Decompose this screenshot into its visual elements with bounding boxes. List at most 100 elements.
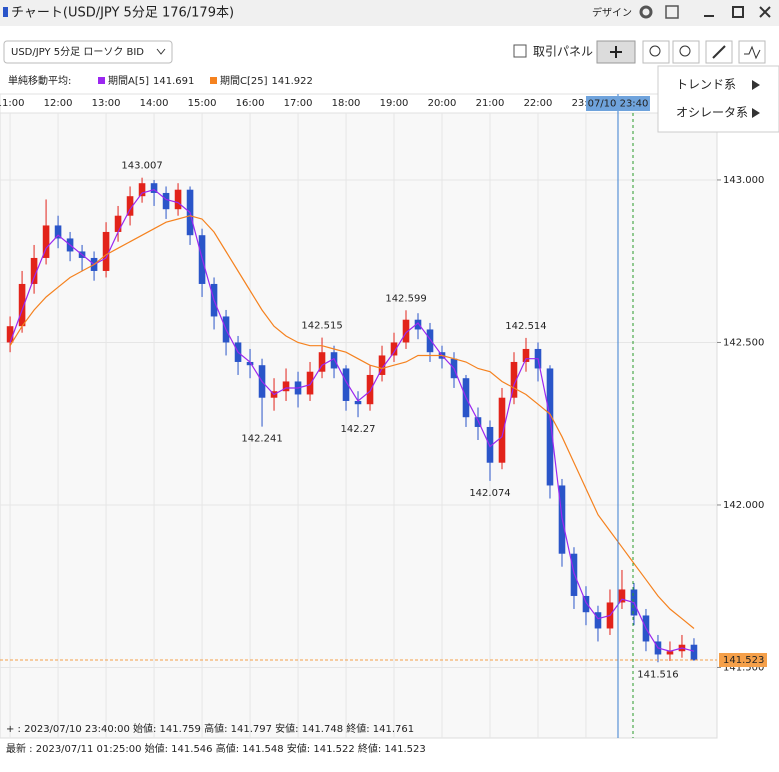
x-tick-label: 15:00 <box>188 98 217 109</box>
candle-body <box>690 644 698 660</box>
submenu-arrow <box>752 108 760 118</box>
candle-body <box>306 371 314 395</box>
close-button[interactable] <box>759 6 771 18</box>
candle-body <box>618 589 626 603</box>
settings-icon[interactable] <box>639 5 653 19</box>
symbol-dropdown[interactable] <box>3 40 173 64</box>
trade-panel-label: 取引パネル <box>533 45 593 59</box>
dropdown-arrow <box>156 48 166 55</box>
candle-body <box>282 381 290 392</box>
candle-body <box>174 189 182 210</box>
x-tick-label: 14:00 <box>140 98 169 109</box>
candle-body <box>138 183 146 197</box>
legend-value: 141.691 <box>153 76 194 87</box>
pencil-icon <box>712 45 726 59</box>
submenu-arrow <box>752 80 760 90</box>
candle-body <box>354 400 362 405</box>
extreme-label: 142.074 <box>469 488 510 499</box>
legend-value: 141.922 <box>272 76 313 87</box>
x-tick-label: 16:00 <box>236 98 265 109</box>
indicator-icon <box>744 45 761 60</box>
candle-body <box>570 553 578 596</box>
y-tick-label: 142.500 <box>723 337 764 348</box>
plot-layer: 11:00 12:00 13:00 14:00 15:00 16:00 17:00 18:00… <box>0 74 767 738</box>
x-tick-label: 12:00 <box>44 98 73 109</box>
window-icon <box>3 7 8 17</box>
menu-item[interactable]: トレンド系 <box>676 78 736 92</box>
candle-body <box>582 595 590 613</box>
candle-body <box>162 192 170 210</box>
candle-body <box>150 183 158 193</box>
candle-body <box>666 651 674 655</box>
candle-body <box>30 257 38 284</box>
zoom-in[interactable] <box>642 40 670 64</box>
x-tick-label: 23:00 <box>572 98 601 109</box>
latest-info: 最新 : 2023/07/11 01:25:00 始値: 141.546 高値:… <box>6 742 426 755</box>
legend-name: 期間C[25] <box>220 75 268 87</box>
candle-body <box>18 283 26 327</box>
layout-button[interactable] <box>665 5 679 19</box>
candle-body <box>126 196 134 216</box>
trade-panel-checkbox[interactable] <box>513 44 527 58</box>
legend-title: 単純移動平均: <box>8 74 71 87</box>
indicator-menu <box>657 65 779 133</box>
candle-body <box>342 368 350 401</box>
candle-body <box>6 326 14 343</box>
ma-line <box>9 215 695 629</box>
candle-body <box>42 225 50 258</box>
candle-body <box>390 342 398 356</box>
candle-body <box>414 319 422 330</box>
candle-body <box>402 319 410 343</box>
candle-body <box>510 361 518 398</box>
candle-body <box>522 348 530 362</box>
menu-item[interactable]: オシレータ系 <box>676 106 748 120</box>
x-tick-label: 22:00 <box>524 98 553 109</box>
extreme-label: 142.515 <box>301 321 342 332</box>
window-title: チャート(USD/JPY 5分足 176/179本) <box>11 6 234 21</box>
candle-body <box>486 426 494 463</box>
candle-body <box>54 225 62 239</box>
candle-body <box>594 612 602 629</box>
candle-body <box>546 368 554 486</box>
design-button[interactable]: デザイン <box>592 6 632 19</box>
title-bar <box>0 0 779 26</box>
y-tick-label: 141.500 <box>723 662 764 673</box>
candle-body <box>498 397 506 463</box>
candle-body <box>330 352 338 369</box>
x-tick-label: 17:00 <box>284 98 313 109</box>
legend-swatch <box>98 77 105 84</box>
crosshair-icon <box>610 46 622 58</box>
zoom-out-icon <box>679 45 691 57</box>
indicator-tool[interactable] <box>738 40 766 64</box>
last-price-label: 141.523 <box>723 655 764 666</box>
extreme-label: 142.599 <box>385 293 426 304</box>
x-tick-label: 18:00 <box>332 98 361 109</box>
legend-name: 期間A[5] <box>108 75 149 87</box>
candle-body <box>474 417 482 427</box>
candle-body <box>426 329 434 353</box>
extreme-label: 142.241 <box>241 434 282 445</box>
x-tick-label: 19:00 <box>380 98 409 109</box>
candle-body <box>378 355 386 375</box>
legend-swatch <box>210 77 217 84</box>
candle-body <box>366 374 374 405</box>
cursor-info: + : 2023/07/10 23:40:00 始値: 141.759 高値: … <box>6 722 414 735</box>
x-tick-label: 20:00 <box>428 98 457 109</box>
x-tick-label: 21:00 <box>476 98 505 109</box>
extreme-label: 141.516 <box>637 669 678 680</box>
zoom-in-icon <box>649 45 661 57</box>
extreme-label: 142.27 <box>341 424 376 435</box>
y-tick-label: 143.000 <box>723 175 764 186</box>
candle-body <box>318 352 326 372</box>
zoom-out[interactable] <box>672 40 700 64</box>
crosshair-tag <box>585 96 650 111</box>
y-tick-label: 142.000 <box>723 500 764 511</box>
x-tick-label: 11:00 <box>0 98 24 109</box>
ma-line <box>9 189 695 652</box>
symbol-label: USD/JPY 5分足 ローソク BID <box>11 46 144 58</box>
extreme-label: 142.514 <box>505 321 546 332</box>
candle-body <box>246 361 254 366</box>
crosshair-label: 07/10 23:40 <box>588 99 649 110</box>
maximize-button[interactable] <box>732 6 744 18</box>
